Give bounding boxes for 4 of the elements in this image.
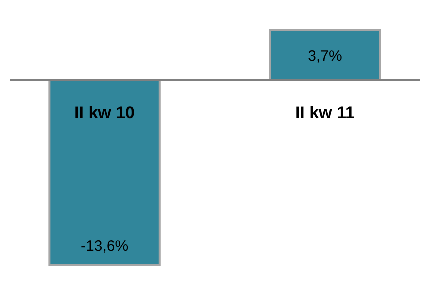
x-tick-label: II kw 11	[295, 103, 355, 122]
x-tick-label: II kw 10	[74, 103, 136, 122]
data-label: 3,7%	[308, 48, 342, 66]
data-label: -13,6%	[81, 238, 129, 255]
